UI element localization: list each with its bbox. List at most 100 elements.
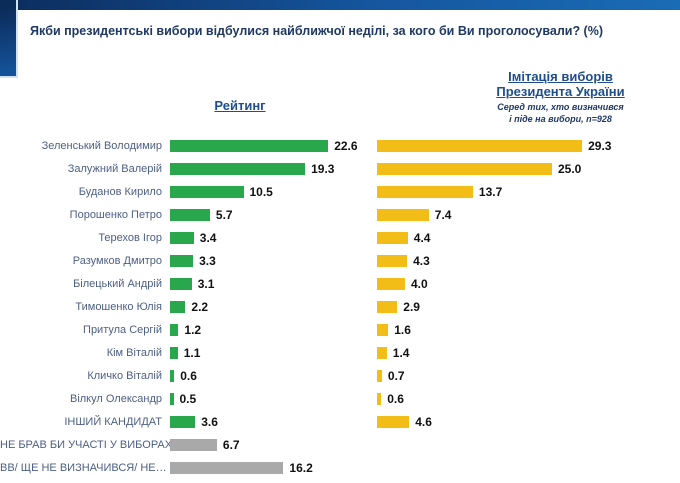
imitation-zone: 4.4: [377, 231, 672, 245]
candidate-label: ІНШИЙ КАНДИДАТ: [64, 415, 162, 428]
chart-row: ВВ/ ЩЕ НЕ ВИЗНАЧИВСЯ/ НЕ… 16.2: [0, 456, 680, 479]
rating-bar: [170, 438, 217, 451]
rating-bar: [170, 369, 175, 382]
chart-row: Білецький Андрій 3.1 4.0: [0, 272, 680, 295]
rating-bar: [170, 300, 186, 313]
imitation-header-line2: Президента України: [496, 83, 625, 99]
imitation-bar: [377, 300, 398, 313]
chart-rows: Зеленський Володимир 22.6 29.3 Залужний Вал…: [0, 134, 680, 479]
imitation-value: 1.6: [394, 322, 411, 337]
rating-zone: 3.1: [170, 277, 377, 291]
candidate-label: Разумков Дмитро: [72, 254, 162, 267]
candidate-label: Залужний Валерій: [67, 162, 162, 175]
rating-zone: 3.4: [170, 231, 377, 245]
rating-value: 19.3: [311, 161, 335, 176]
rating-bar: [170, 139, 329, 152]
imitation-zone: 1.6: [377, 323, 672, 337]
imitation-bar: [377, 277, 405, 290]
rating-value: 3.1: [197, 276, 215, 291]
rating-zone: 10.5: [170, 185, 377, 199]
imitation-zone: 7.4: [377, 208, 672, 222]
rating-bar: [170, 254, 194, 267]
imitation-bar: [377, 323, 389, 336]
imitation-bar: [377, 185, 473, 198]
imitation-zone: 25.0: [377, 162, 672, 176]
imitation-bar: [377, 415, 410, 428]
imitation-zone: 0.7: [377, 369, 672, 383]
rating-value: 0.6: [180, 368, 197, 383]
chart-title: Якби президентські вибори відбулися найб…: [30, 24, 603, 38]
chart-row: Разумков Дмитро 3.3 4.3: [0, 249, 680, 272]
rating-value: 22.6: [334, 138, 358, 153]
imitation-bar: [377, 346, 387, 359]
chart-row: Терехов Ігор 3.4 4.4: [0, 226, 680, 249]
rating-zone: 6.7: [170, 438, 377, 452]
rating-zone: 1.2: [170, 323, 377, 337]
rating-bar: [170, 162, 306, 175]
rating-bar: [170, 231, 194, 244]
rating-value: 10.5: [249, 184, 273, 199]
imitation-value: 25.0: [558, 161, 582, 176]
rating-value: 0.5: [179, 391, 197, 406]
imitation-zone: 2.9: [377, 300, 672, 314]
rating-column-header: Рейтинг: [214, 98, 266, 113]
imitation-header-line1: Імітація виборів: [508, 69, 613, 84]
candidate-label: Кім Віталій: [106, 346, 162, 359]
chart-row: Порошенко Петро 5.7 7.4: [0, 203, 680, 226]
chart-row: Тимошенко Юлія 2.2 2.9: [0, 295, 680, 318]
rating-zone: 19.3: [170, 162, 377, 176]
candidate-label: Вілкул Олександр: [69, 392, 162, 405]
rating-value: 16.2: [289, 460, 313, 475]
rating-zone: 1.1: [170, 346, 377, 360]
left-accent-block: [0, 0, 18, 78]
imitation-subtitle-line2: і піде на вибори, n=928: [509, 113, 612, 124]
chart-row: Кім Віталій 1.1 1.4: [0, 341, 680, 364]
imitation-zone: 13.7: [377, 185, 672, 199]
imitation-zone: 1.4: [377, 346, 672, 360]
rating-value: 3.3: [199, 253, 216, 268]
rating-bar: [170, 392, 174, 405]
rating-bar: [170, 415, 196, 428]
imitation-value: 13.7: [478, 184, 503, 199]
imitation-zone: 29.3: [377, 139, 672, 153]
imitation-bar: [377, 139, 583, 152]
rating-zone: 3.3: [170, 254, 377, 268]
candidate-label: Порошенко Петро: [69, 208, 162, 221]
candidate-label: Терехов Ігор: [98, 231, 162, 244]
imitation-value: 7.4: [434, 207, 452, 222]
rating-bar: [170, 461, 284, 474]
rating-bar: [170, 346, 178, 359]
rating-value: 1.1: [183, 345, 201, 360]
candidate-label: НЕ БРАВ БИ УЧАСТІ У ВИБОРАХ: [0, 438, 173, 451]
imitation-zone: 4.0: [377, 277, 672, 291]
chart-row: Вілкул Олександр 0.5 0.6: [0, 387, 680, 410]
chart-row: НЕ БРАВ БИ УЧАСТІ У ВИБОРАХ 6.7: [0, 433, 680, 456]
candidate-label: Зеленський Володимир: [41, 139, 162, 152]
rating-zone: 0.5: [170, 392, 377, 406]
imitation-bar: [377, 208, 429, 221]
imitation-column-header: Імітація виборів Президента України Сере…: [458, 69, 663, 125]
imitation-value: 0.6: [387, 391, 404, 406]
imitation-bar: [377, 162, 552, 175]
rating-bar: [170, 277, 192, 290]
candidate-label: Білецький Андрій: [73, 277, 162, 290]
chart-row: Кличко Віталій 0.6 0.7: [0, 364, 680, 387]
imitation-bar: [377, 369, 382, 382]
imitation-bar: [377, 392, 382, 405]
imitation-value: 29.3: [588, 138, 612, 153]
candidate-label: Притула Сергій: [83, 323, 162, 336]
imitation-value: 2.9: [403, 299, 420, 314]
imitation-value: 1.4: [392, 345, 410, 360]
imitation-value: 4.4: [413, 230, 431, 245]
imitation-zone: 4.3: [377, 254, 672, 268]
imitation-bar: [377, 254, 408, 267]
imitation-subtitle-line1: Серед тих, хто визначився: [497, 101, 624, 112]
chart-row: Притула Сергій 1.2 1.6: [0, 318, 680, 341]
imitation-bar: [377, 231, 408, 244]
chart-row: ІНШИЙ КАНДИДАТ 3.6 4.6: [0, 410, 680, 433]
rating-zone: 0.6: [170, 369, 377, 383]
rating-value: 3.6: [201, 414, 218, 429]
top-accent-bar: [0, 0, 680, 10]
rating-zone: 3.6: [170, 415, 377, 429]
